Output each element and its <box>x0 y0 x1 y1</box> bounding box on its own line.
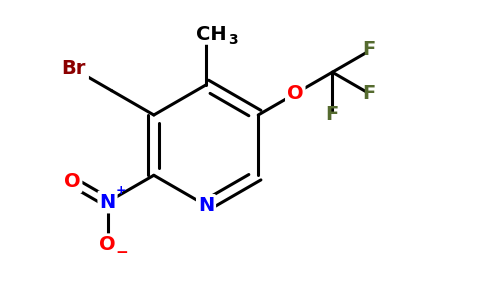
Text: CH: CH <box>196 25 226 44</box>
Text: N: N <box>198 196 214 215</box>
Text: +: + <box>116 184 126 197</box>
Text: N: N <box>99 193 116 211</box>
Text: O: O <box>64 172 80 191</box>
Text: −: − <box>116 245 128 260</box>
Text: Br: Br <box>61 59 86 78</box>
Text: O: O <box>99 235 116 254</box>
Text: F: F <box>326 106 339 124</box>
Text: O: O <box>287 84 303 103</box>
Text: F: F <box>363 40 376 59</box>
Text: F: F <box>363 84 376 103</box>
Text: 3: 3 <box>228 33 238 47</box>
